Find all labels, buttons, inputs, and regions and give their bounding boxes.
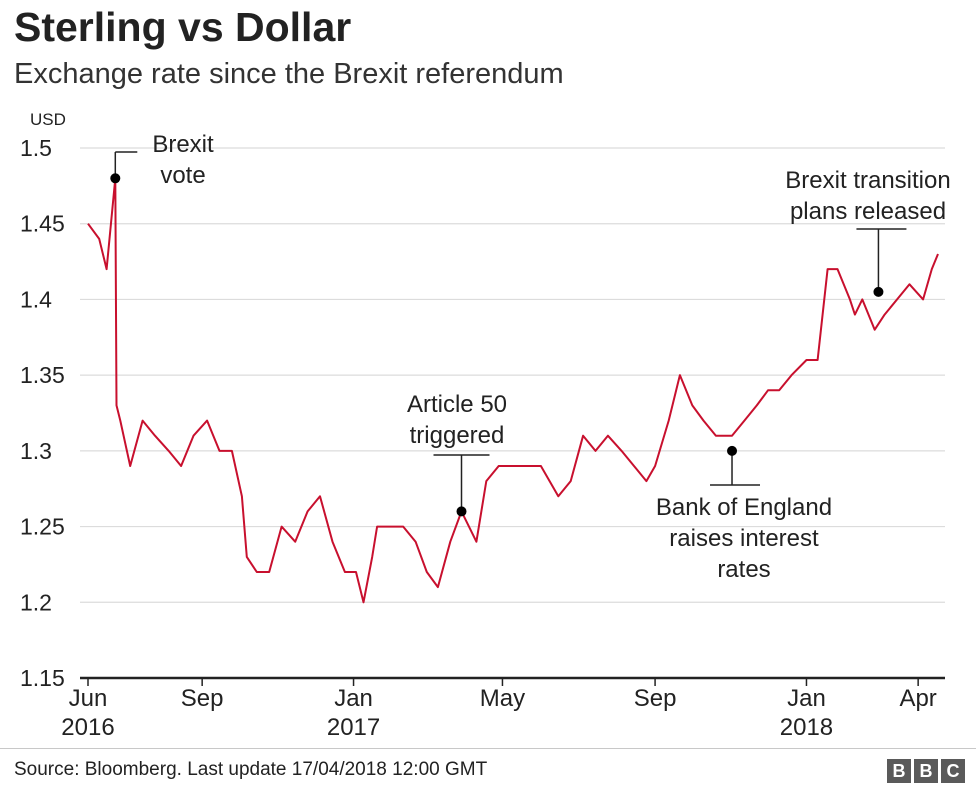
y-axis-label: USD bbox=[30, 110, 66, 129]
y-tick-label: 1.2 bbox=[20, 589, 52, 615]
y-tick-label: 1.15 bbox=[20, 665, 65, 691]
y-tick-label: 1.4 bbox=[20, 286, 52, 312]
bbc-logo: B B C bbox=[887, 759, 965, 783]
annotation-label: Brexit transition bbox=[785, 167, 950, 194]
annotation-label: Article 50 bbox=[407, 391, 507, 418]
annotation-label: plans released bbox=[790, 198, 946, 225]
footer-divider bbox=[0, 748, 976, 749]
annotation-label: Bank of England bbox=[656, 494, 832, 521]
annotation-article-50: Article 50 triggered bbox=[407, 391, 507, 517]
x-tick-year-label: 2018 bbox=[780, 714, 833, 741]
annotation-dot bbox=[456, 506, 467, 517]
x-tick-label: Apr bbox=[899, 685, 936, 712]
annotation-dot bbox=[873, 286, 884, 297]
series-line-gbp-usd bbox=[87, 177, 939, 604]
annotation-boe-rates: Bank of England raises interest rates bbox=[656, 445, 832, 583]
y-axis-ticks: 1.5 1.45 1.4 1.35 1.3 1.25 1.2 1.15 bbox=[20, 135, 65, 691]
y-tick-label: 1.35 bbox=[20, 362, 65, 388]
annotation-dot bbox=[110, 173, 121, 184]
chart-subtitle: Exchange rate since the Brexit referendu… bbox=[14, 58, 564, 90]
x-tick-label: Sep bbox=[181, 685, 224, 712]
x-tick-label: Sep bbox=[634, 685, 677, 712]
annotations: Brexit vote Article 50 triggered Bank of Eng… bbox=[110, 131, 951, 583]
x-tick-year-label: 2017 bbox=[327, 714, 380, 741]
source-note: Source: Bloomberg. Last update 17/04/201… bbox=[14, 759, 488, 780]
y-tick-label: 1.25 bbox=[20, 514, 65, 540]
annotation-label: rates bbox=[717, 556, 770, 583]
y-tick-label: 1.5 bbox=[20, 135, 52, 161]
annotation-transition: Brexit transition plans released bbox=[785, 167, 951, 297]
y-tick-label: 1.3 bbox=[20, 438, 52, 464]
x-tick-year-label: 2016 bbox=[61, 714, 114, 741]
bbc-logo-letter: B bbox=[914, 759, 938, 783]
bbc-logo-letter: C bbox=[941, 759, 965, 783]
x-tick-label: Jan bbox=[334, 685, 373, 712]
x-tick-label: Jun bbox=[69, 685, 108, 712]
line-chart: 1.5 1.45 1.4 1.35 1.3 1.25 1.2 1.15 USD Jun2016… bbox=[20, 110, 951, 741]
annotation-label: vote bbox=[160, 162, 205, 189]
annotation-dot bbox=[727, 445, 738, 456]
bbc-logo-letter: B bbox=[887, 759, 911, 783]
chart-title: Sterling vs Dollar bbox=[14, 4, 352, 50]
x-tick-label: May bbox=[480, 685, 525, 712]
y-tick-label: 1.45 bbox=[20, 211, 65, 237]
annotation-label: raises interest bbox=[669, 525, 819, 552]
annotation-label: Brexit bbox=[152, 131, 214, 158]
annotation-label: triggered bbox=[410, 422, 505, 449]
x-tick-label: Jan bbox=[787, 685, 826, 712]
annotation-brexit-vote: Brexit vote bbox=[110, 131, 214, 189]
